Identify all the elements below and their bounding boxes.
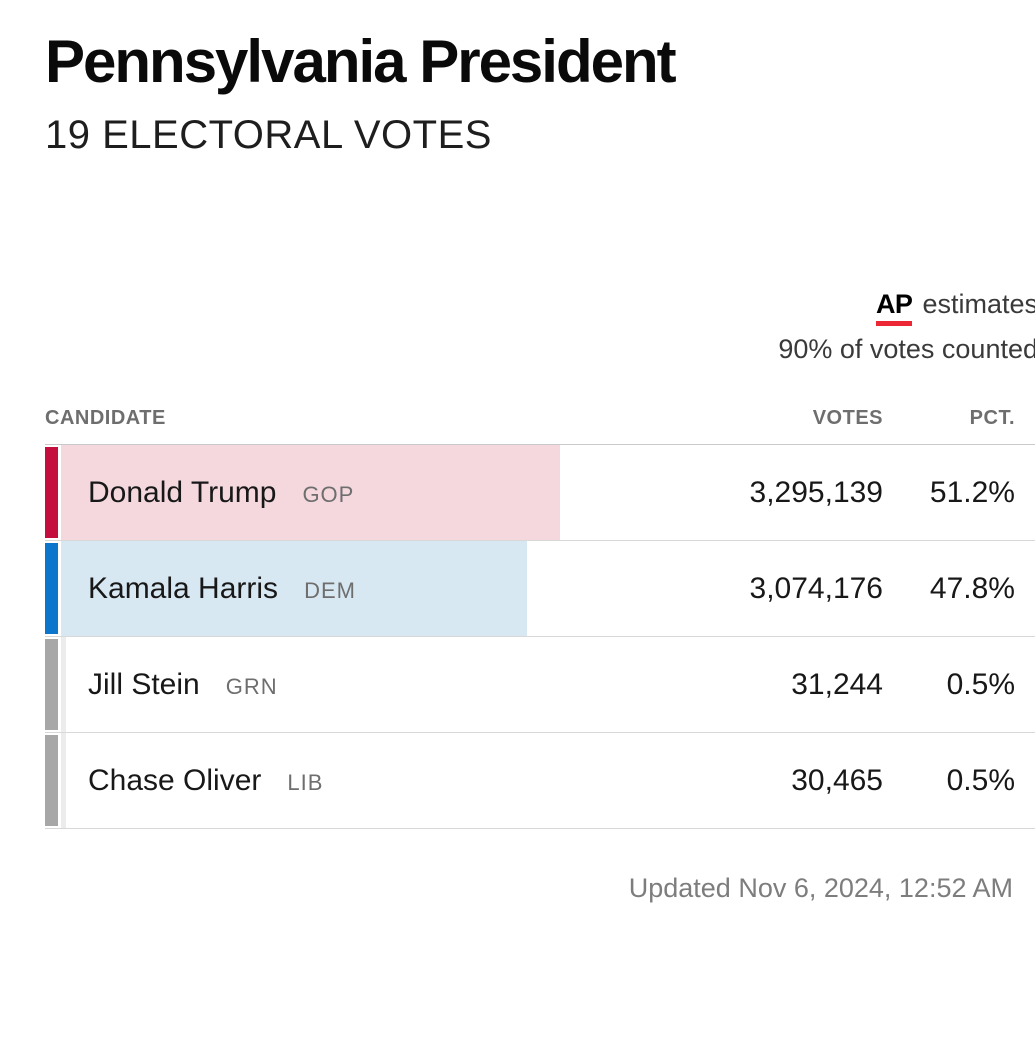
- results-page: Pennsylvania President 19 ELECTORAL VOTE…: [45, 28, 1035, 904]
- vote-share-bar: [61, 445, 560, 541]
- table-row: Chase Oliver LIB 30,465 0.5%: [45, 733, 1035, 830]
- results-table: CANDIDATE VOTES PCT. Donald Trump GOP 3,…: [45, 407, 1035, 830]
- party-label: LIB: [287, 769, 324, 795]
- row-inner: Chase Oliver LIB 30,465 0.5%: [61, 733, 1035, 829]
- vote-share-bar: [61, 637, 66, 733]
- candidate-cell: Jill Stein GRN: [61, 668, 653, 702]
- candidate-cell: Donald Trump GOP: [61, 476, 653, 510]
- count-status: AP estimates 90% of votes counted: [45, 286, 1035, 367]
- column-header-pct: PCT.: [969, 407, 1015, 430]
- table-row: Donald Trump GOP 3,295,139 51.2%: [45, 445, 1035, 542]
- candidate-name: Chase Oliver: [88, 763, 262, 797]
- row-content: Chase Oliver LIB 30,465 0.5%: [61, 733, 1035, 828]
- votes-value: 31,244: [791, 667, 883, 701]
- column-header-votes: VOTES: [812, 407, 883, 430]
- table-body: Donald Trump GOP 3,295,139 51.2% Kamala …: [45, 445, 1035, 830]
- votes-value: 3,074,176: [749, 571, 883, 605]
- party-color-bar: [45, 447, 58, 539]
- estimate-line: AP estimates: [45, 286, 1035, 326]
- candidate-name: Donald Trump: [88, 475, 277, 509]
- party-label: GOP: [302, 481, 355, 507]
- row-content: Kamala Harris DEM 3,074,176 47.8%: [61, 541, 1035, 636]
- pct-value: 0.5%: [946, 667, 1015, 701]
- votes-value: 30,465: [791, 763, 883, 797]
- vote-share-bar: [61, 541, 527, 637]
- party-label: DEM: [304, 577, 356, 603]
- candidate-name: Kamala Harris: [88, 571, 279, 605]
- votes-counted-label: 90% of votes counted: [778, 333, 1035, 364]
- candidate-cell: Chase Oliver LIB: [61, 764, 653, 798]
- row-inner: Kamala Harris DEM 3,074,176 47.8%: [61, 541, 1035, 637]
- electoral-votes-subtitle: 19 ELECTORAL VOTES: [45, 113, 492, 157]
- row-content: Jill Stein GRN 31,244 0.5%: [61, 637, 1035, 732]
- pct-value: 0.5%: [946, 763, 1015, 797]
- page-title: Pennsylvania President: [45, 28, 677, 95]
- column-header-candidate: CANDIDATE: [45, 407, 166, 430]
- pct-value: 51.2%: [929, 475, 1015, 509]
- party-color-bar: [45, 639, 58, 731]
- candidate-cell: Kamala Harris DEM: [61, 572, 653, 606]
- vote-share-bar: [61, 733, 66, 829]
- updated-timestamp: Updated Nov 6, 2024, 12:52 AM: [628, 873, 1013, 904]
- row-inner: Donald Trump GOP 3,295,139 51.2%: [61, 445, 1035, 541]
- ap-logo: AP: [875, 289, 913, 326]
- party-label: GRN: [225, 673, 278, 699]
- estimate-label: estimates: [922, 289, 1035, 319]
- row-inner: Jill Stein GRN 31,244 0.5%: [61, 637, 1035, 733]
- candidate-name: Jill Stein: [88, 667, 200, 701]
- row-content: Donald Trump GOP 3,295,139 51.2%: [61, 445, 1035, 540]
- votes-value: 3,295,139: [749, 475, 883, 509]
- table-row: Jill Stein GRN 31,244 0.5%: [45, 637, 1035, 734]
- party-color-bar: [45, 543, 58, 635]
- table-header: CANDIDATE VOTES PCT.: [45, 407, 1035, 446]
- pct-value: 47.8%: [929, 571, 1015, 605]
- party-color-bar: [45, 735, 58, 827]
- table-row: Kamala Harris DEM 3,074,176 47.8%: [45, 541, 1035, 638]
